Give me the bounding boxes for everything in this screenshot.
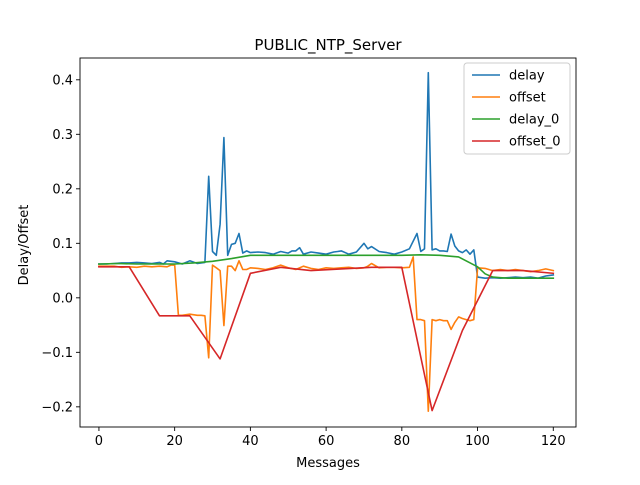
y-tick-label: 0.1 — [52, 237, 73, 252]
y-axis-label: Delay/Offset — [17, 205, 32, 286]
y-tick-label: 0.0 — [52, 291, 73, 306]
axes-frame — [79, 57, 577, 428]
x-tick-label: 100 — [465, 434, 490, 449]
x-tick-label: 20 — [166, 434, 183, 449]
x-tick-label: 80 — [394, 434, 411, 449]
axes: 0 20 40 60 80 100 120 −0.2 −0.1 0.0 0.1 0.2 0.3 0.4 — [41, 57, 577, 449]
legend-label-delay: delay — [509, 69, 545, 84]
legend-label-delay-0: delay_0 — [509, 113, 559, 128]
y-tick-label: −0.2 — [41, 400, 73, 415]
legend: delay offset delay_0 offset_0 — [463, 62, 571, 155]
x-axis-label: Messages — [296, 456, 360, 471]
legend-box — [463, 62, 571, 155]
chart-title: PUBLIC_NTP_Server — [254, 36, 402, 55]
x-tick-label: 40 — [242, 434, 259, 449]
y-tick-label: −0.1 — [41, 346, 73, 361]
y-tick-label: 0.4 — [52, 73, 73, 88]
x-tick-label: 60 — [318, 434, 335, 449]
plot-area — [98, 71, 555, 413]
series-line-offset-0 — [98, 265, 555, 412]
x-tick-label: 120 — [541, 434, 566, 449]
x-tick-label: 0 — [95, 434, 103, 449]
series-line-delay-0 — [98, 254, 555, 280]
y-tick-label: 0.2 — [52, 182, 73, 197]
y-tick-label: 0.3 — [52, 128, 73, 143]
legend-label-offset: offset — [509, 91, 546, 106]
series-line-delay — [98, 71, 555, 280]
legend-label-offset-0: offset_0 — [509, 135, 561, 150]
